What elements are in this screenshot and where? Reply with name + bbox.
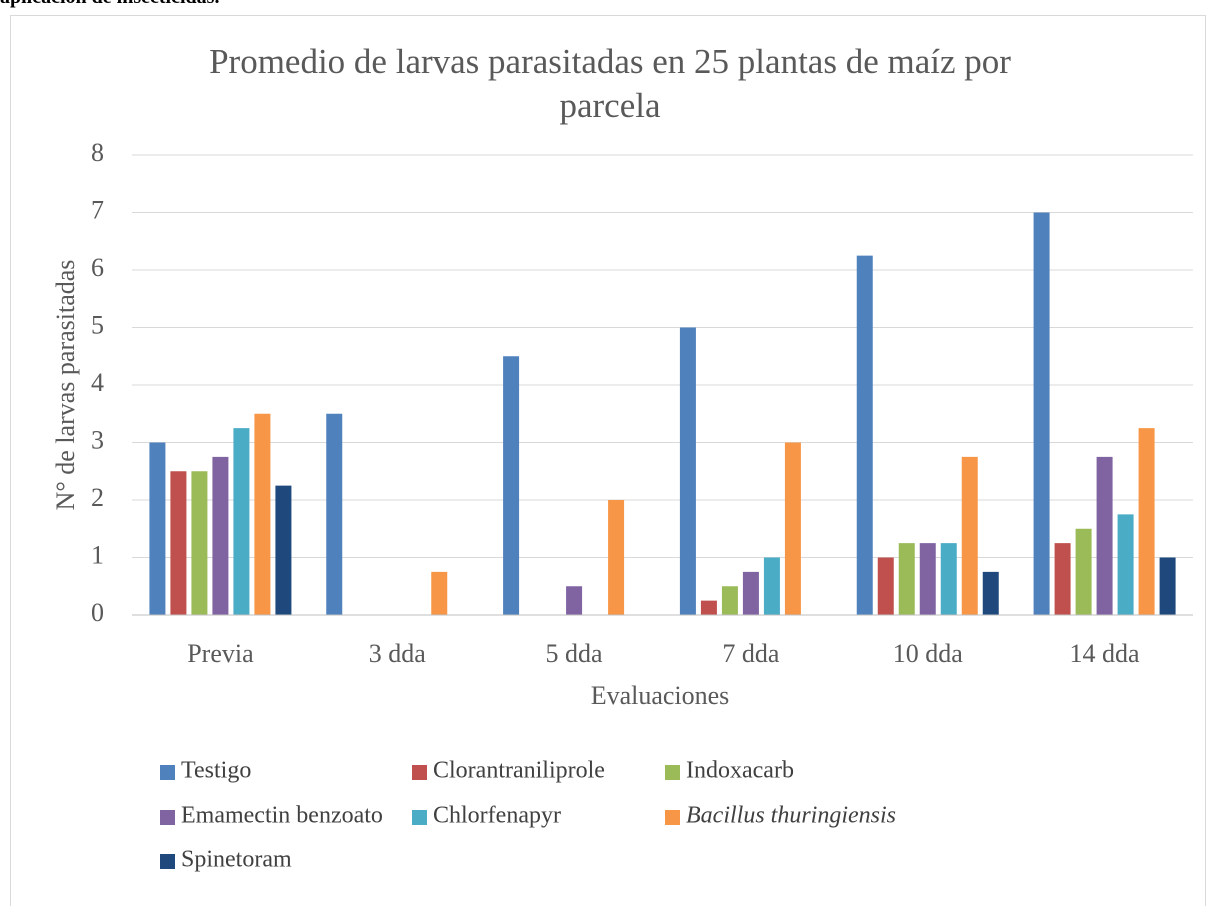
legend-label: Bacillus thuringiensis: [686, 803, 896, 829]
legend-label: Indoxacarb: [686, 758, 794, 784]
y-tick-label: 6: [91, 253, 104, 282]
bar: [940, 543, 957, 615]
bar: [1096, 456, 1113, 615]
bar: [431, 571, 448, 615]
bar: [961, 456, 978, 615]
x-axis-label: Evaluaciones: [591, 681, 730, 710]
bar: [149, 442, 166, 615]
bar: [856, 255, 873, 615]
bar: [982, 571, 999, 615]
y-tick-label: 0: [91, 598, 104, 627]
legend-label: Clorantraniliprole: [433, 758, 605, 784]
bar: [679, 327, 696, 615]
x-tick-label: 14 dda: [1070, 639, 1141, 668]
legend-swatch: [160, 854, 175, 869]
bar: [700, 600, 717, 615]
y-tick-label: 8: [91, 138, 104, 167]
x-tick-label: Previa: [187, 639, 254, 668]
legend-swatch: [160, 765, 175, 780]
x-tick-label: 10 dda: [893, 639, 964, 668]
bar: [763, 557, 780, 615]
x-tick-label: 7 dda: [722, 639, 780, 668]
x-tick-label: 3 dda: [369, 639, 427, 668]
bar: [1075, 528, 1092, 615]
bar: [877, 557, 894, 615]
caption: aplicación de insecticidas.: [0, 0, 219, 9]
legend-swatch: [412, 810, 427, 825]
bar: [326, 413, 343, 615]
y-tick-label: 2: [91, 483, 104, 512]
legend-swatch: [665, 765, 680, 780]
bar: [721, 586, 738, 615]
y-tick-label: 1: [91, 540, 104, 569]
bar: [191, 471, 208, 615]
y-tick-label: 4: [91, 368, 104, 397]
chart-title: Promedio de larvas parasitadas en 25 pla…: [209, 42, 1011, 125]
y-axis-label: N° de larvas parasitadas: [51, 260, 80, 511]
bar: [566, 586, 583, 615]
bar: [1138, 428, 1155, 615]
bar: [1159, 557, 1176, 615]
y-tick-label: 5: [91, 310, 104, 339]
legend-label: Testigo: [181, 758, 251, 784]
bar: [1054, 543, 1071, 615]
bar: [1117, 514, 1134, 615]
bar: [503, 356, 520, 615]
bar: [233, 428, 250, 615]
bar: [742, 571, 759, 615]
legend-swatch: [412, 765, 427, 780]
bar: [608, 500, 625, 615]
bar: [254, 413, 271, 615]
bar: [275, 485, 292, 615]
y-tick-label: 7: [91, 195, 104, 224]
bar: [898, 543, 915, 615]
bar: [1033, 212, 1050, 615]
bar: [784, 442, 801, 615]
legend-label: Spinetoram: [181, 847, 292, 873]
legend-label: Emamectin benzoato: [181, 803, 383, 829]
bar: [170, 471, 187, 615]
bar: [212, 456, 229, 615]
x-tick-label: 5 dda: [546, 639, 604, 668]
legend-swatch: [665, 810, 680, 825]
y-tick-label: 3: [91, 425, 104, 454]
chart-border: [10, 15, 1206, 906]
bar: [919, 543, 936, 615]
legend-swatch: [160, 810, 175, 825]
legend-label: Chlorfenapyr: [433, 803, 561, 829]
